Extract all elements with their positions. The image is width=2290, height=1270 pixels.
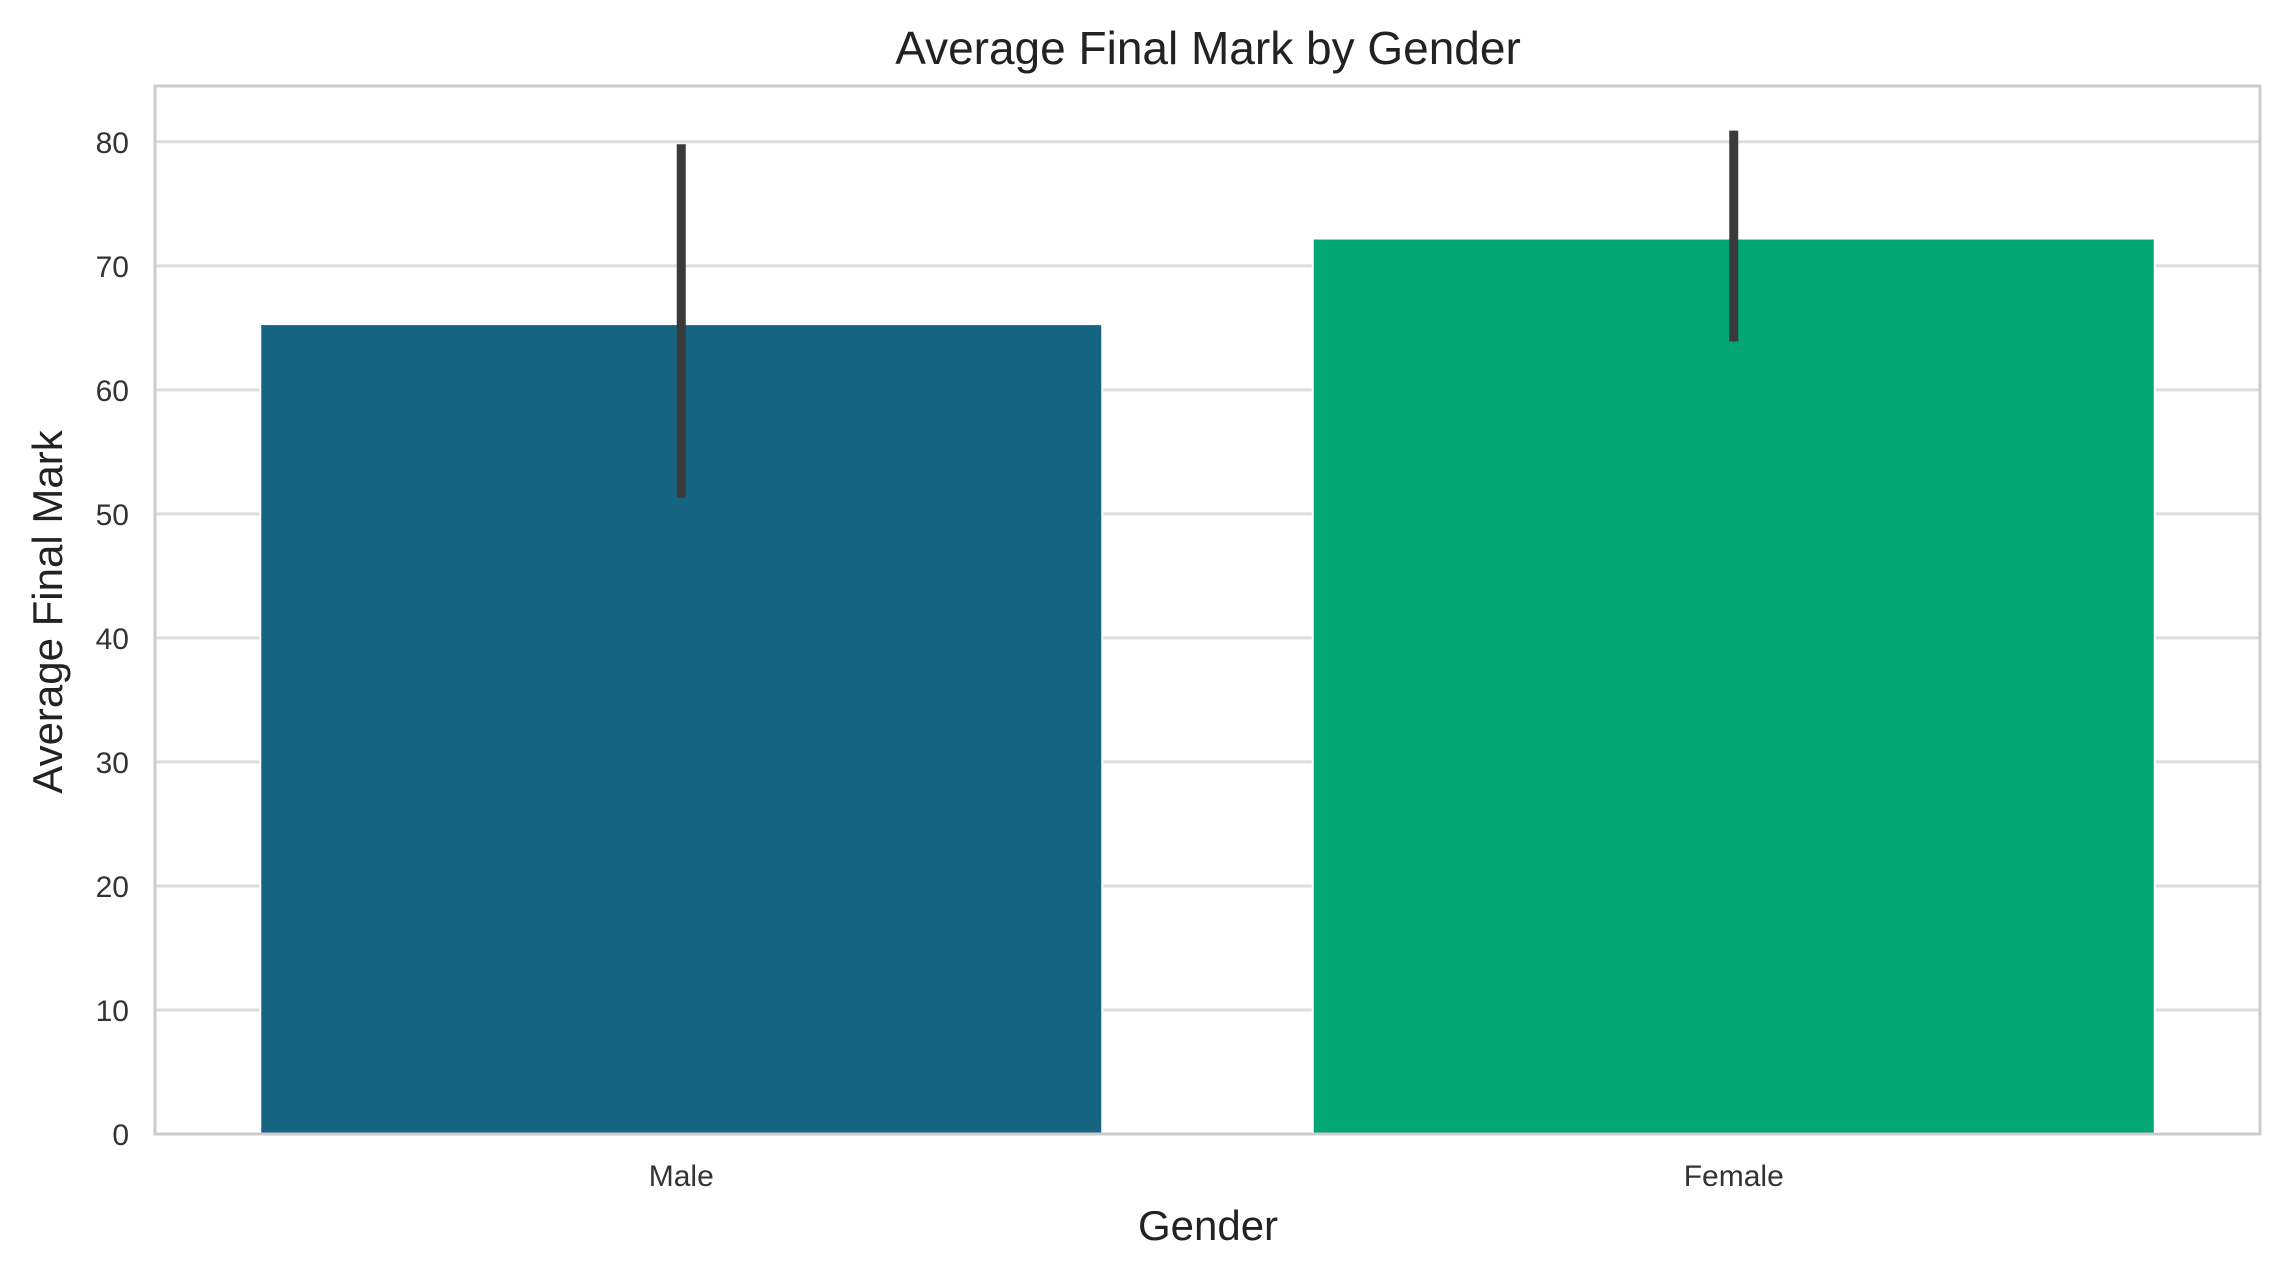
plot-area-frame — [153, 84, 2262, 1136]
x-tick-label-female: Female — [1684, 1160, 1784, 1193]
chart-title: Average Final Mark by Gender — [895, 22, 1521, 74]
y-tick-label: 70 — [96, 251, 129, 284]
y-tick-label: 40 — [96, 623, 129, 656]
x-axis-label: Gender — [1138, 1202, 1278, 1249]
y-tick-label: 0 — [112, 1119, 129, 1152]
error-bars — [676, 130, 1739, 498]
y-tick-label: 30 — [96, 747, 129, 780]
y-axis-label: Average Final Mark — [24, 429, 71, 793]
y-tick-label: 20 — [96, 871, 129, 904]
x-tick-label-male: Male — [649, 1160, 714, 1193]
y-tick-label: 80 — [96, 127, 129, 160]
y-tick-label: 50 — [96, 499, 129, 532]
y-tick-label: 10 — [96, 995, 129, 1028]
bar-female — [1311, 237, 2156, 1135]
y-tick-label: 60 — [96, 375, 129, 408]
x-axis-ticks: Male Female — [649, 1160, 1784, 1193]
y-axis-ticks: 0 10 20 30 40 50 60 70 80 — [96, 127, 129, 1152]
